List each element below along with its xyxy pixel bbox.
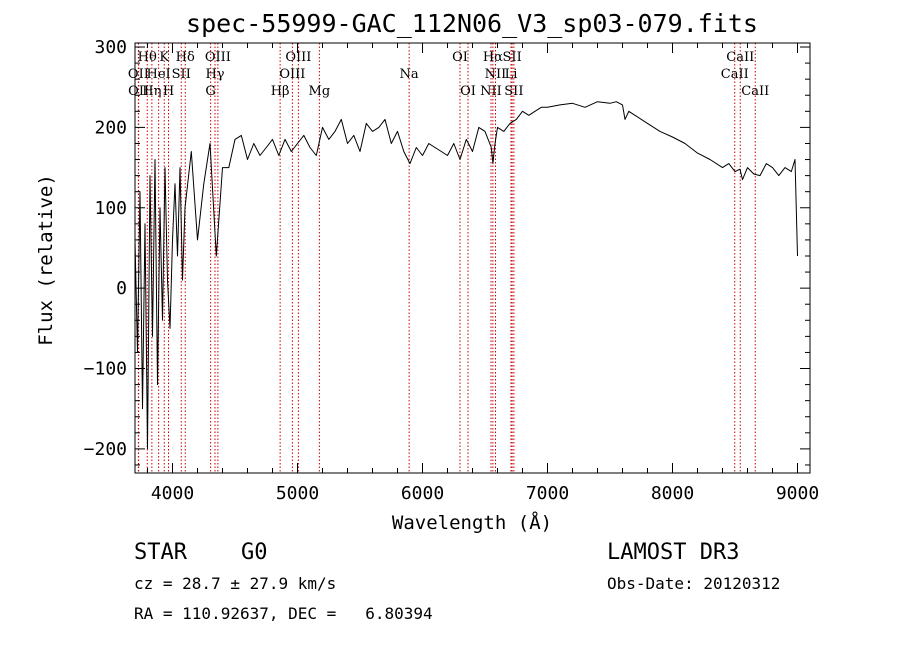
line-label-23: Mg [309, 84, 331, 99]
observation-date: Obs-Date: 20120312 [607, 574, 781, 593]
redshift-cz: cz = 28.7 ± 27.9 km/s [134, 574, 337, 593]
line-label-5: OI [452, 50, 468, 65]
y-tick-label: 200 [94, 117, 127, 138]
x-tick-label: 4000 [151, 483, 194, 504]
line-label-14: Na [400, 67, 419, 82]
object-class: STAR [134, 540, 187, 565]
coordinates: RA = 110.92637, DEC = 6.80394 [134, 604, 433, 623]
chart-title: spec-55999-GAC_112N06_V3_sp03-079.fits [186, 9, 758, 38]
line-label-25: NII [480, 84, 502, 99]
x-tick-label: 9000 [776, 483, 819, 504]
y-tick-label: 300 [94, 37, 127, 58]
y-tick-label: 100 [94, 198, 127, 219]
line-label-12: Hγ [205, 67, 224, 82]
flux-series-line [134, 101, 798, 450]
line-label-1: K [159, 50, 169, 65]
line-label-6: Hα [483, 50, 503, 65]
line-label-17: CaII [721, 67, 749, 82]
line-label-11: SII [172, 67, 191, 82]
line-label-24: OI [460, 84, 476, 99]
line-label-2: Hδ [176, 50, 195, 65]
plot-frame [134, 42, 811, 474]
line-label-16: Li [505, 67, 518, 82]
y-axis-label: Flux (relative) [35, 174, 57, 346]
y-tick-label: 0 [116, 278, 127, 299]
line-label-7: SII [503, 50, 522, 65]
x-tick-label: 8000 [651, 483, 694, 504]
series-layer [134, 101, 798, 450]
axis-ticks: 4000 5000 6000 7000 8000 9000 −200 −100 0 100 200 3… [84, 37, 820, 504]
x-axis-label: Wavelength (Å) [392, 511, 552, 534]
line-label-0: Hθ [138, 50, 157, 65]
object-subclass: G0 [241, 540, 268, 565]
line-label-10: HeI [147, 67, 171, 82]
line-label-15: NII [485, 67, 507, 82]
line-label-18: OII [128, 84, 149, 99]
x-tick-label: 5000 [276, 483, 319, 504]
line-label-26: SII [504, 84, 523, 99]
survey-name: LAMOST DR3 [607, 540, 740, 565]
line-label-21: G [205, 84, 215, 99]
line-label-4: OIII [285, 50, 311, 65]
line-label-8: CaII [726, 50, 754, 65]
line-label-27: CaII [741, 84, 769, 99]
y-tick-label: −100 [84, 359, 127, 380]
line-label-13: OIII [279, 67, 305, 82]
line-label-9: OII [128, 67, 149, 82]
x-tick-label: 7000 [526, 483, 569, 504]
y-tick-label: −200 [84, 439, 127, 460]
line-label-22: Hβ [271, 84, 290, 99]
x-tick-label: 6000 [401, 483, 444, 504]
line-label-20: H [163, 84, 174, 99]
line-label-19: Hη [142, 84, 161, 99]
line-label-3: OIII [205, 50, 231, 65]
